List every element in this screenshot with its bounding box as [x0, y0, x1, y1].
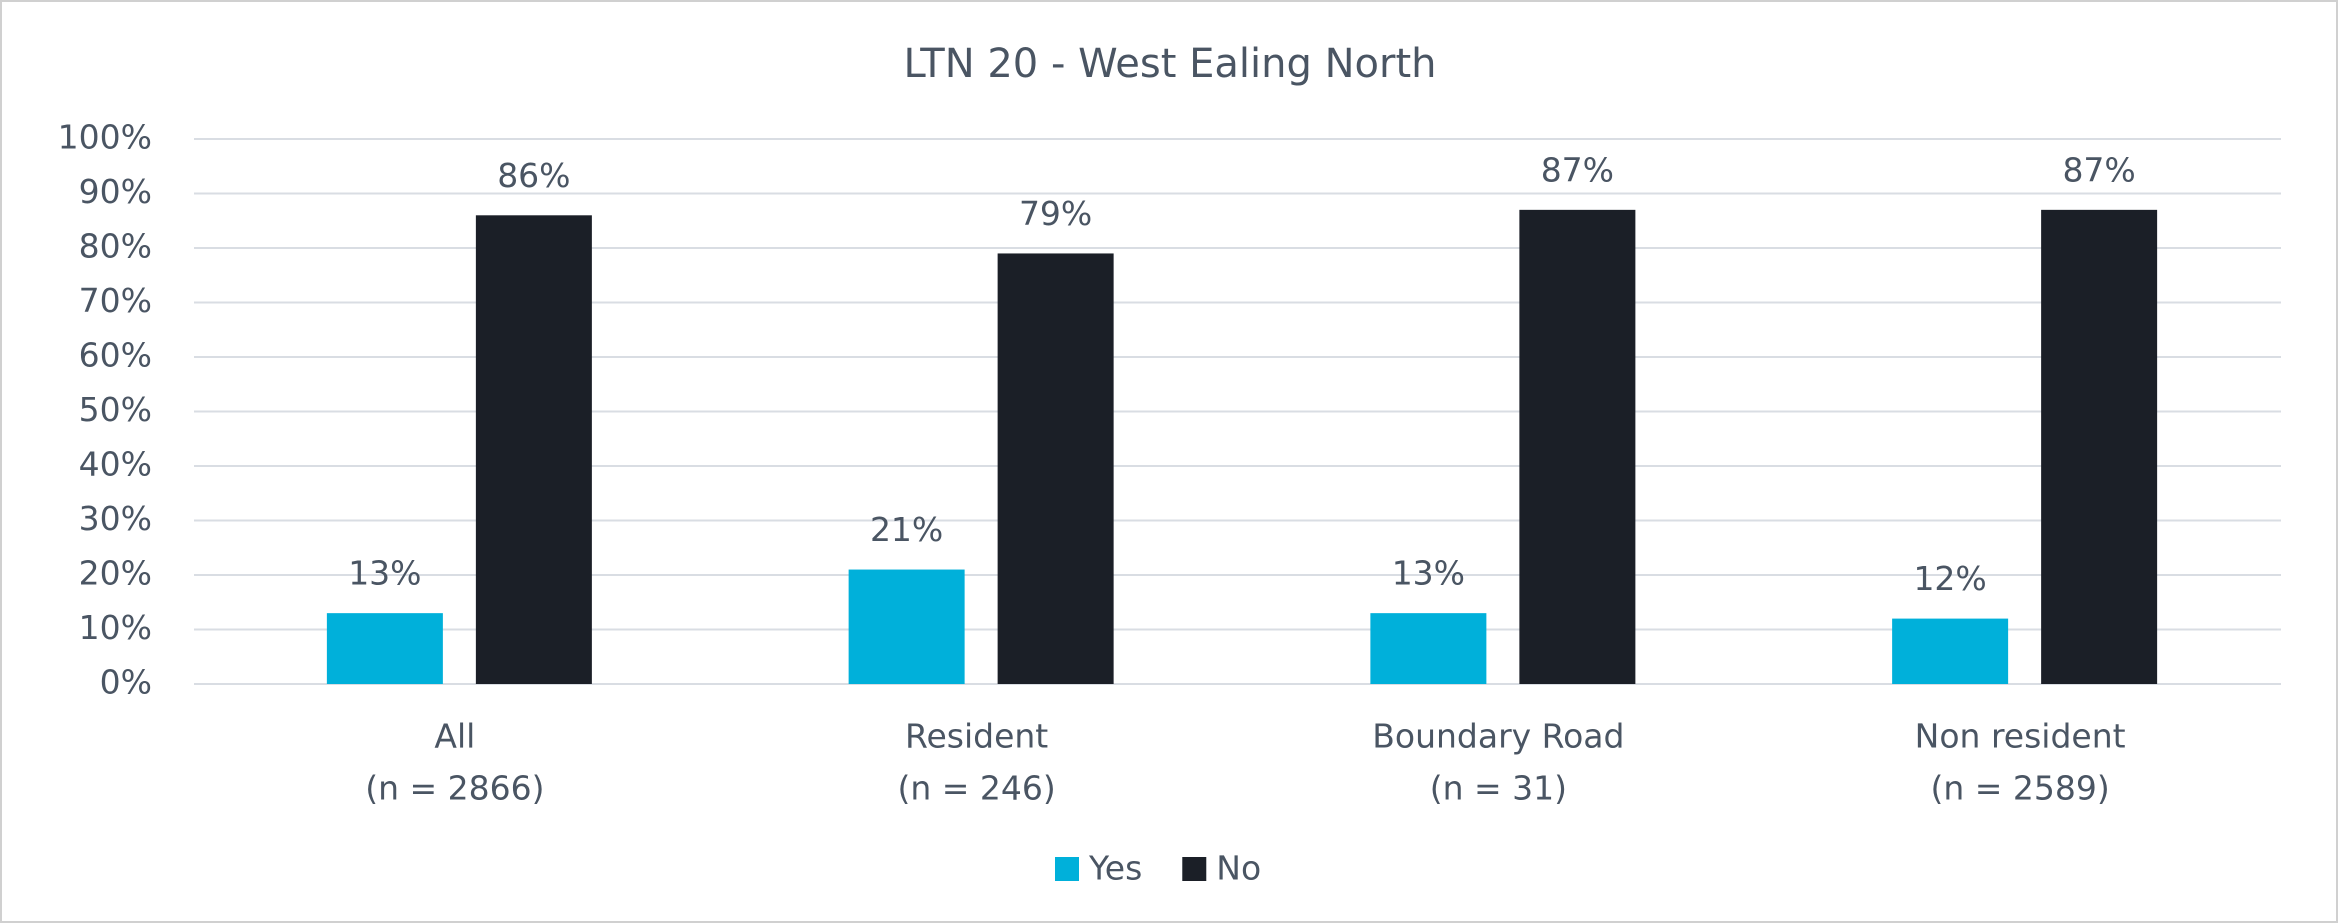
legend-swatch	[1055, 857, 1079, 881]
x-tick-label: Boundary Road	[1372, 717, 1624, 756]
data-label: 13%	[348, 554, 421, 593]
bar	[997, 253, 1114, 684]
data-label: 87%	[2062, 150, 2135, 189]
bar	[1519, 209, 1636, 684]
y-tick-label: 100%	[58, 118, 152, 157]
y-tick-label: 80%	[79, 227, 152, 266]
bar	[2041, 209, 2158, 684]
data-label: 21%	[870, 510, 943, 549]
y-tick-label: 30%	[79, 499, 152, 538]
y-tick-label: 0%	[100, 663, 152, 702]
x-tick-label: (n = 2866)	[365, 769, 544, 808]
y-tick-label: 10%	[79, 608, 152, 647]
bar	[1370, 613, 1487, 684]
bar	[475, 215, 592, 685]
x-tick-label: All	[434, 717, 475, 756]
x-tick-label: (n = 31)	[1430, 769, 1567, 808]
y-tick-label: 50%	[79, 390, 152, 429]
data-label: 87%	[1541, 150, 1614, 189]
bar	[848, 569, 965, 684]
chart-title: LTN 20 - West Ealing North	[903, 41, 1436, 87]
x-tick-label: Resident	[905, 717, 1048, 756]
bar	[1892, 618, 2009, 684]
y-tick-label: 70%	[79, 281, 152, 320]
data-label: 86%	[497, 156, 570, 195]
data-label: 79%	[1019, 194, 1092, 233]
y-tick-label: 60%	[79, 336, 152, 375]
y-tick-label: 90%	[79, 172, 152, 211]
y-tick-label: 40%	[79, 445, 152, 484]
legend-label: No	[1216, 849, 1261, 888]
x-tick-label: (n = 246)	[897, 769, 1055, 808]
bar	[326, 613, 443, 684]
y-tick-label: 20%	[79, 554, 152, 593]
legend-label: Yes	[1088, 849, 1142, 888]
data-label: 13%	[1392, 554, 1465, 593]
legend-swatch	[1182, 857, 1207, 881]
x-tick-label: (n = 2589)	[1930, 769, 2109, 808]
data-label: 12%	[1913, 559, 1986, 598]
x-tick-label: Non resident	[1915, 717, 2126, 756]
